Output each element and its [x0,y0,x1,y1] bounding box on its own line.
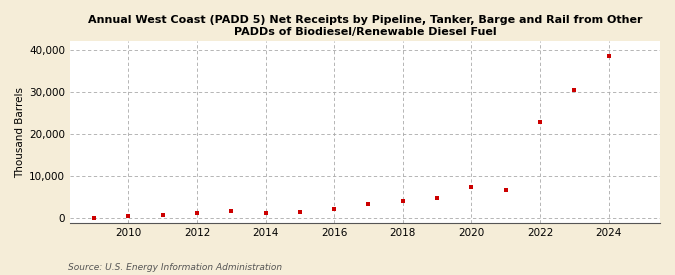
Title: Annual West Coast (PADD 5) Net Receipts by Pipeline, Tanker, Barge and Rail from: Annual West Coast (PADD 5) Net Receipts … [88,15,643,37]
Text: Source: U.S. Energy Information Administration: Source: U.S. Energy Information Administ… [68,263,281,272]
Y-axis label: Thousand Barrels: Thousand Barrels [15,87,25,178]
